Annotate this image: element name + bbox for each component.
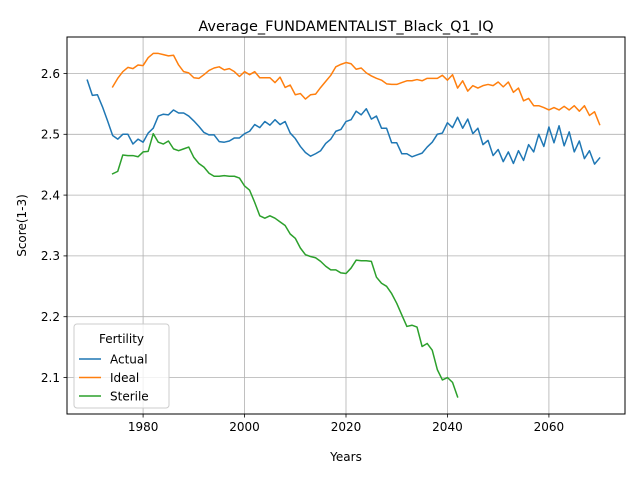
series-line-actual [86,79,601,165]
y-tick-label: 2.4 [41,188,60,202]
y-tick-label: 2.5 [41,128,60,142]
series-line-ideal [111,52,601,126]
x-tick-label: 2020 [331,420,362,434]
legend-label-ideal: Ideal [110,371,139,385]
y-tick-label: 2.6 [41,67,60,81]
legend: Fertility Actual Ideal Sterile [73,323,170,409]
x-axis-title: Years [329,450,362,464]
x-tick-label: 2040 [432,420,463,434]
legend-label-actual: Actual [110,352,148,366]
x-tick-label: 2060 [534,420,565,434]
series-lines [86,52,601,398]
legend-label-sterile: Sterile [110,389,149,403]
legend-box [73,323,170,409]
y-axis-title: Score(1-3) [15,194,29,257]
y-tick-label: 2.2 [41,310,60,324]
x-tick-label: 1980 [128,420,159,434]
legend-entries: Actual Ideal Sterile [79,352,149,403]
series-line-sterile [111,132,459,398]
legend-title: Fertility [99,332,144,346]
x-tick-label: 2000 [229,420,260,434]
x-axis: 1980 2000 2020 2040 2060 [128,414,564,434]
y-tick-label: 2.1 [41,371,60,385]
chart-title: Average_FUNDAMENTALIST_Black_Q1_IQ [198,19,493,35]
grid [67,37,625,414]
y-axis: 2.1 2.2 2.3 2.4 2.5 2.6 [41,67,67,385]
y-tick-label: 2.3 [41,249,60,263]
